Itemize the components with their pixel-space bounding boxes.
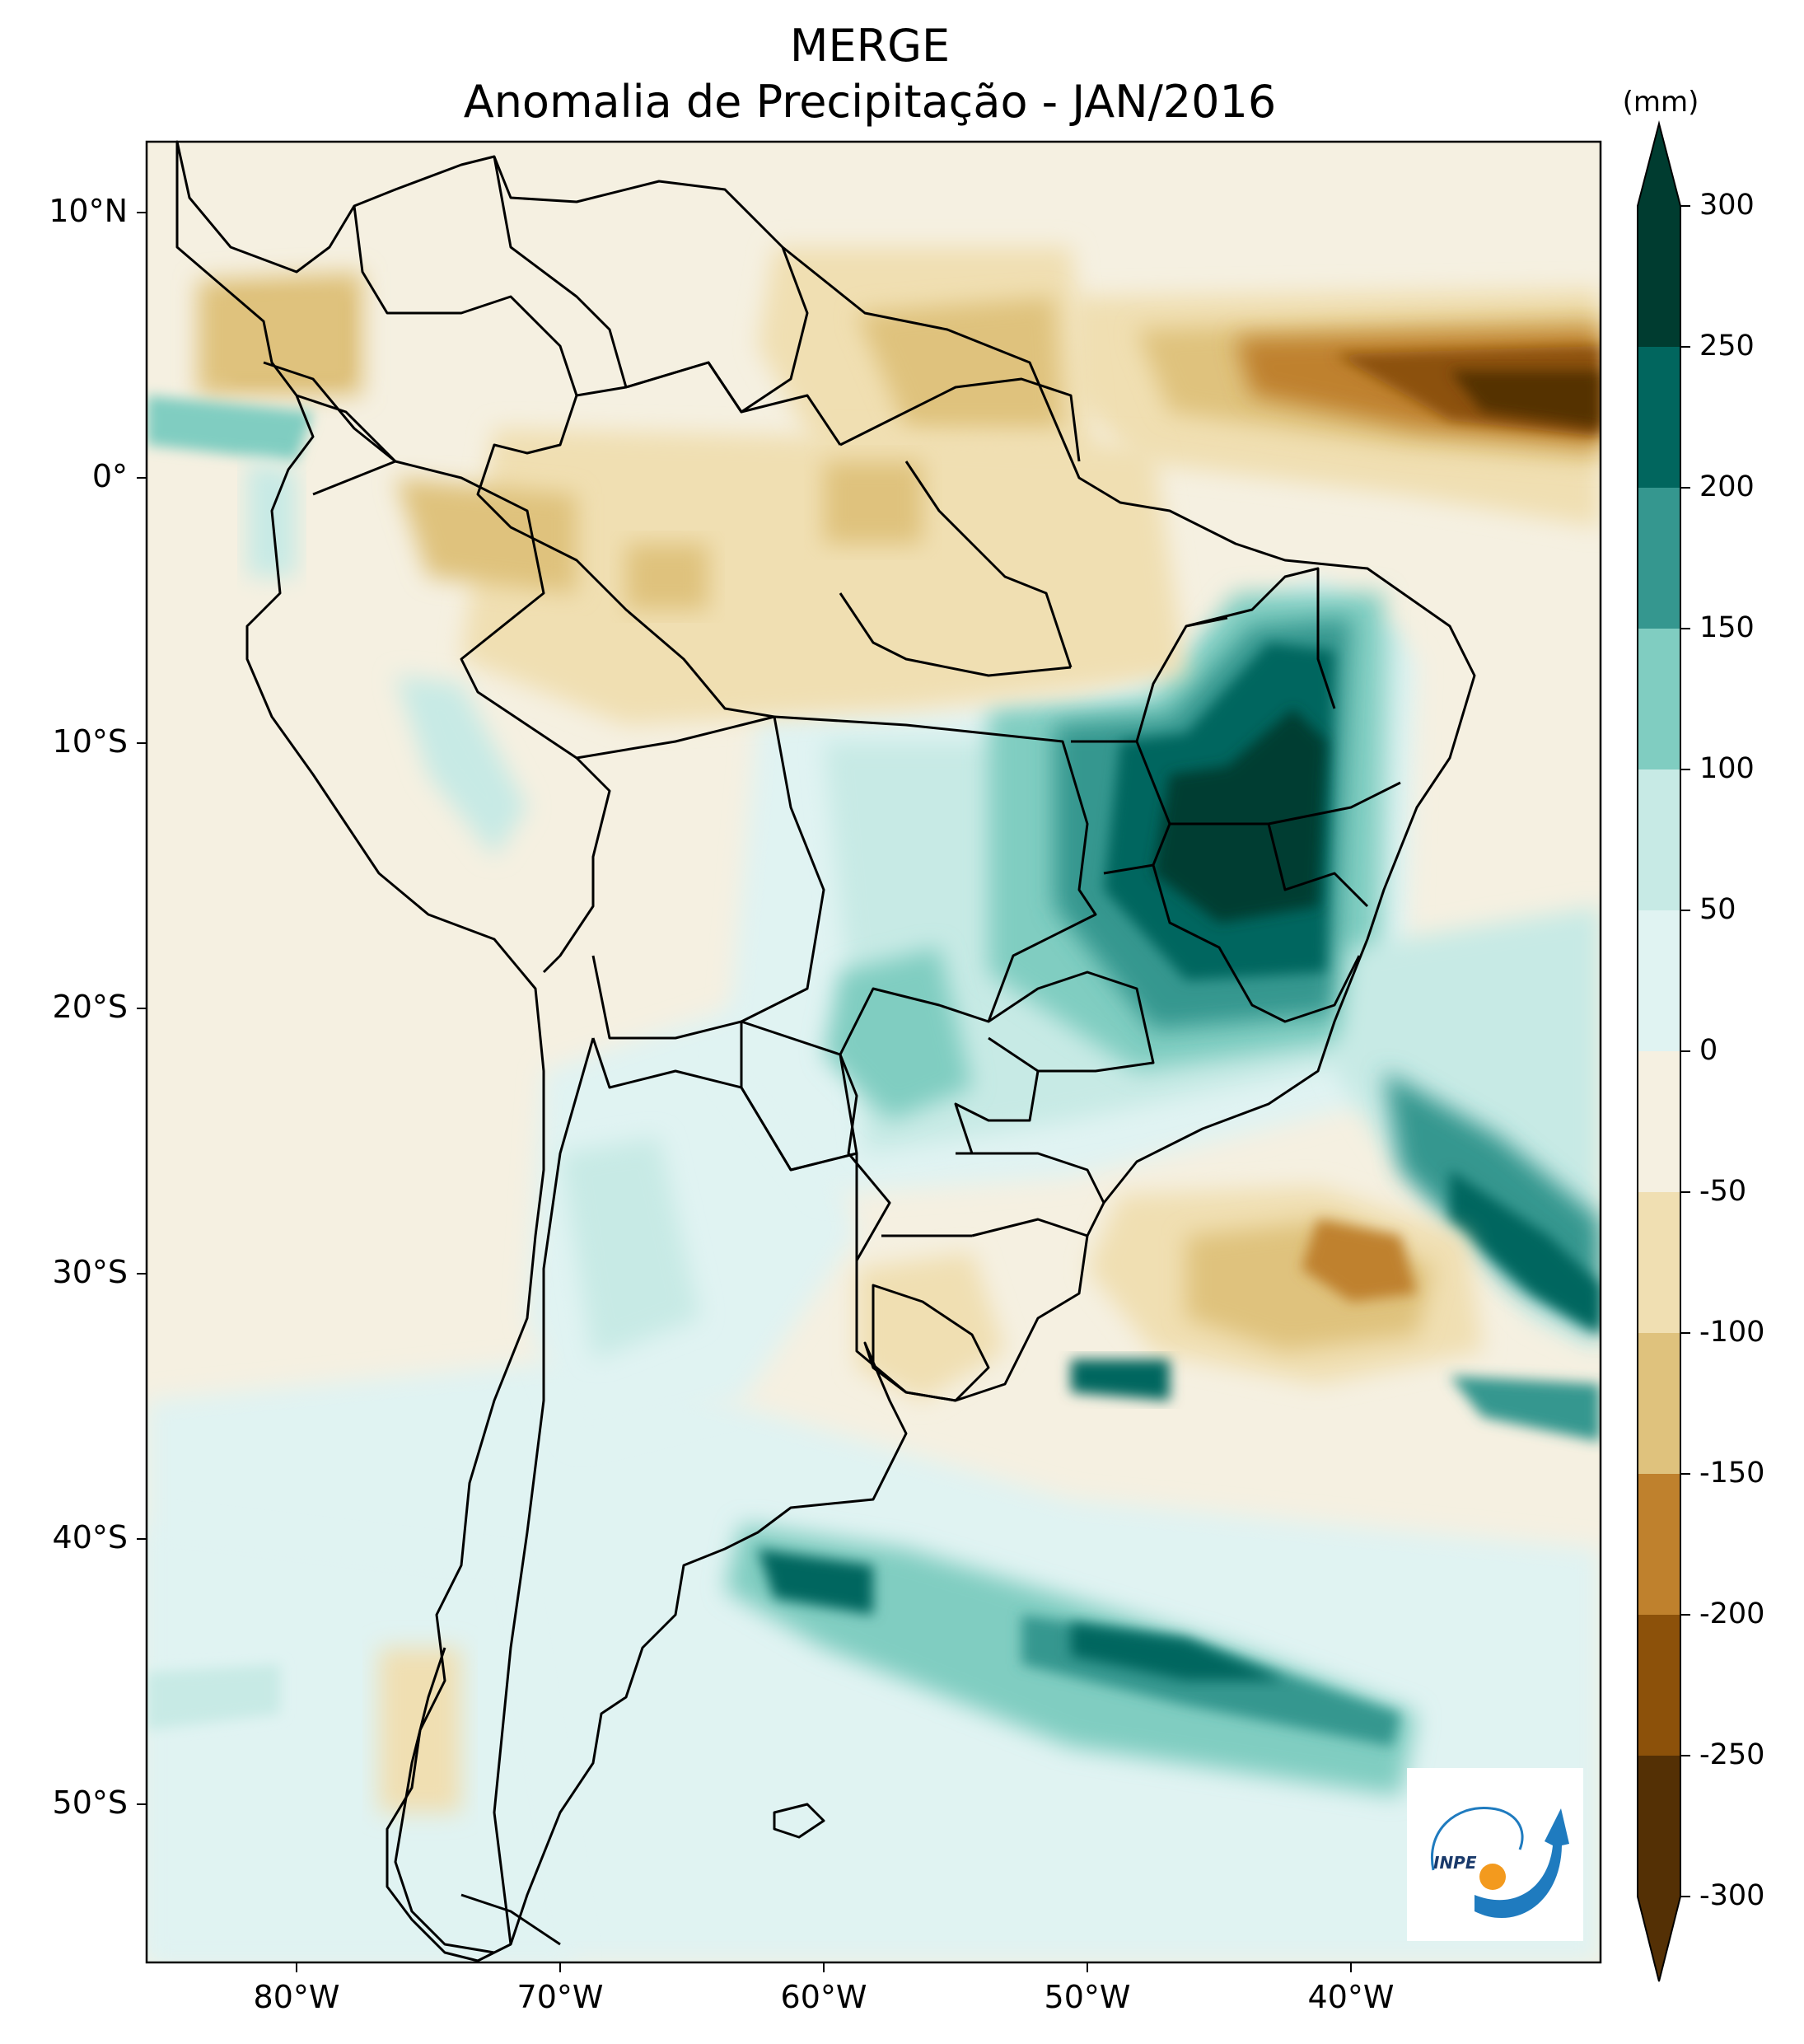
colorbar-tick: 150 bbox=[1699, 611, 1755, 644]
lon-label: 80°W bbox=[253, 1979, 340, 2015]
colorbar-tick: 100 bbox=[1699, 752, 1755, 785]
inpe-logo: INPE bbox=[1407, 1768, 1583, 1941]
ecuador-border bbox=[263, 361, 396, 496]
south-america-coastline bbox=[175, 140, 1476, 1962]
brazil-states bbox=[839, 461, 1401, 1237]
lat-label: 20°S bbox=[52, 989, 128, 1025]
uruguay-border bbox=[872, 1284, 990, 1402]
colorbar-tick: 250 bbox=[1699, 330, 1755, 362]
colorbar-band bbox=[1638, 1333, 1680, 1475]
colorbar-band bbox=[1638, 1615, 1680, 1756]
chile-fjords bbox=[394, 1647, 561, 1954]
colorbar-unit: (mm) bbox=[1622, 86, 1699, 119]
lon-label: 60°W bbox=[780, 1979, 867, 2015]
colorbar-band bbox=[1638, 1051, 1680, 1193]
logo-text: INPE bbox=[1433, 1853, 1477, 1873]
colorbar bbox=[1637, 120, 1690, 1982]
colorbar-band bbox=[1638, 1192, 1680, 1334]
logo-sun-icon bbox=[1479, 1864, 1506, 1890]
colorbar-band bbox=[1638, 769, 1680, 911]
colombia-venezuela-border bbox=[353, 156, 809, 414]
colorbar-band bbox=[1638, 1474, 1680, 1616]
lon-label: 40°W bbox=[1307, 1979, 1395, 2015]
map-frame bbox=[145, 140, 1602, 1964]
lat-label: 50°S bbox=[52, 1784, 128, 1821]
argentina-border bbox=[493, 1037, 858, 1945]
colorbar-tick: -150 bbox=[1699, 1457, 1765, 1490]
colorbar-band bbox=[1638, 1756, 1680, 1897]
colorbar-band bbox=[1638, 206, 1680, 348]
borders bbox=[175, 140, 1476, 1962]
falklands bbox=[773, 1803, 825, 1839]
lat-label: 0° bbox=[91, 458, 128, 494]
colorbar-band bbox=[1638, 347, 1680, 489]
peru-border bbox=[296, 394, 611, 974]
colorbar-bottom-extend bbox=[1638, 1897, 1680, 1981]
colorbar-tick: -250 bbox=[1699, 1738, 1765, 1771]
colorbar-tick: -50 bbox=[1699, 1175, 1747, 1208]
colorbar-tick: -200 bbox=[1699, 1597, 1765, 1630]
lat-label: 30°S bbox=[52, 1254, 128, 1290]
logo-orbit bbox=[1431, 1806, 1524, 1871]
lat-label: 10°N bbox=[49, 193, 128, 229]
colorbar-band bbox=[1638, 910, 1680, 1052]
brazil-border bbox=[773, 715, 1097, 1394]
logo-arrow-icon bbox=[1475, 1808, 1569, 1919]
colorbar-tick: -100 bbox=[1699, 1316, 1765, 1349]
colorbar-tick: 200 bbox=[1699, 470, 1755, 503]
colorbar-tick: 50 bbox=[1699, 893, 1736, 926]
figure-title: MERGE bbox=[789, 20, 951, 72]
colorbar-band bbox=[1638, 488, 1680, 629]
lon-label: 70°W bbox=[516, 1979, 604, 2015]
colorbar-band bbox=[1638, 629, 1680, 770]
lat-label: 40°S bbox=[52, 1519, 128, 1555]
figure-subtitle: Anomalia de Precipitação - JAN/2016 bbox=[463, 76, 1277, 128]
lon-label: 50°W bbox=[1044, 1979, 1131, 2015]
axis-ticks bbox=[137, 212, 1352, 1972]
colorbar-tick: -300 bbox=[1699, 1879, 1765, 1912]
colorbar-tick: 0 bbox=[1699, 1034, 1718, 1067]
colorbar-top-extend bbox=[1638, 124, 1680, 206]
bolivia-border bbox=[576, 715, 825, 1040]
lat-label: 10°S bbox=[52, 723, 128, 760]
colorbar-tick: 300 bbox=[1699, 189, 1755, 222]
